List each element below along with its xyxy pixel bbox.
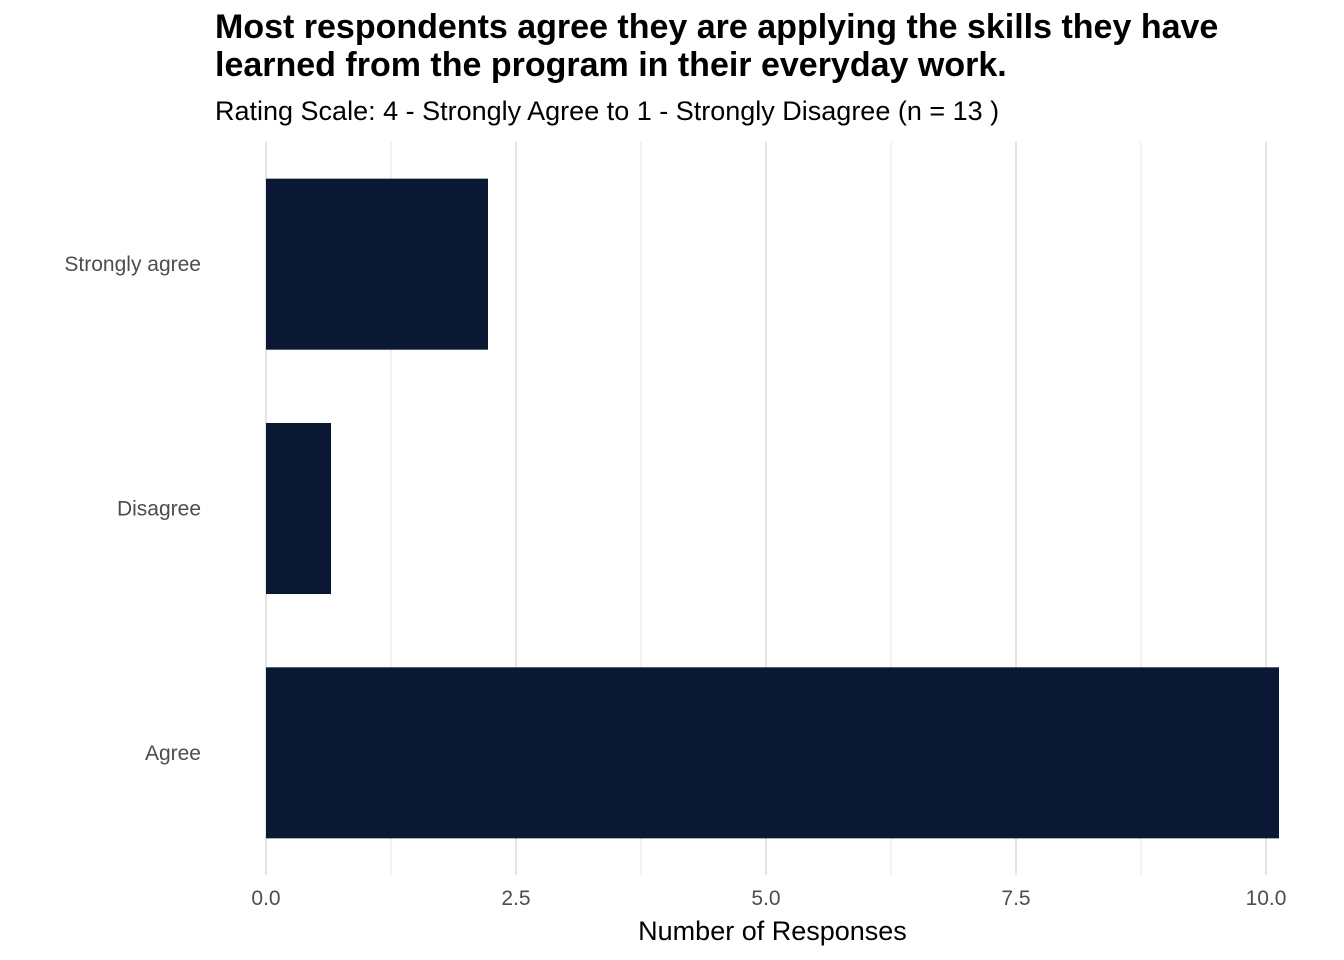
y-tick-label: Agree [145,742,201,765]
bar-strongly-agree [266,178,488,350]
x-axis-tick-labels: 0.0 2.5 5.0 7.5 10.0 [251,887,1286,910]
chart-subtitle: Rating Scale: 4 - Strongly Agree to 1 - … [215,96,1000,126]
y-tick-label: Disagree [117,498,201,521]
y-tick-label: Strongly agree [64,253,201,276]
x-tick-label: 7.5 [1001,887,1030,910]
x-tick-label: 2.5 [501,887,530,910]
bar-disagree [266,422,331,595]
x-tick-label: 0.0 [251,887,280,910]
chart-title: Most respondents agree they are applying… [215,8,1219,84]
x-tick-label: 10.0 [1246,887,1287,910]
bar-agree [266,667,1279,839]
x-axis-title: Number of Responses [638,916,907,946]
bars [266,178,1279,839]
y-axis-tick-labels: Agree Disagree Strongly agree [64,253,201,765]
x-tick-label: 5.0 [751,887,780,910]
